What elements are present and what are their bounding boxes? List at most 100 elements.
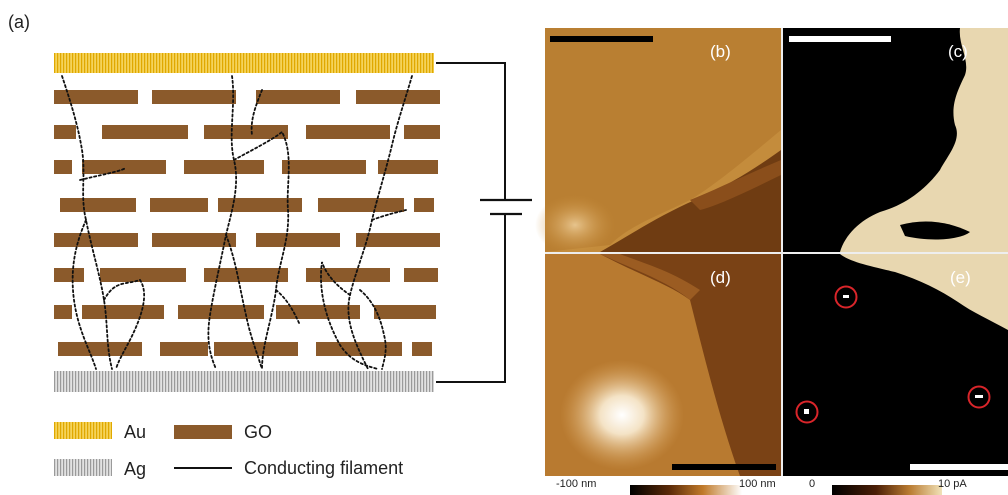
panel-a-label: (a) bbox=[8, 12, 30, 32]
panel-c-dark-pocket bbox=[900, 221, 970, 240]
go-flake bbox=[152, 90, 236, 104]
filament-path bbox=[320, 261, 379, 370]
go-flake bbox=[82, 305, 164, 319]
go-flake bbox=[100, 268, 186, 282]
go-flake bbox=[374, 305, 436, 319]
go-flake bbox=[282, 160, 366, 174]
filament-path bbox=[71, 219, 97, 370]
panel-b-low-region bbox=[600, 150, 781, 252]
go-flake bbox=[184, 160, 264, 174]
panel-b: (b) bbox=[535, 28, 781, 255]
go-flake bbox=[54, 268, 84, 282]
go-flake bbox=[404, 268, 438, 282]
panel-d: (d) bbox=[545, 254, 781, 476]
conductive-spot-circle bbox=[795, 400, 819, 424]
current-colorbar bbox=[832, 485, 942, 495]
panel-d-label: (d) bbox=[710, 268, 731, 287]
go-flake bbox=[256, 233, 340, 247]
conductive-spot bbox=[843, 295, 849, 298]
legend-au-swatch bbox=[54, 422, 112, 439]
height-colorbar-max: 100 nm bbox=[739, 478, 776, 490]
go-flake bbox=[412, 342, 432, 356]
go-flake bbox=[54, 160, 72, 174]
filament-path bbox=[371, 209, 407, 221]
go-flake bbox=[256, 90, 340, 104]
go-flake bbox=[82, 160, 166, 174]
filament-path bbox=[61, 75, 113, 370]
conductive-spot-circle bbox=[967, 385, 991, 409]
go-flake bbox=[378, 160, 438, 174]
conductive-spot bbox=[804, 409, 809, 414]
go-flake bbox=[306, 268, 390, 282]
go-flake bbox=[204, 268, 288, 282]
panel-c-conductive-region bbox=[840, 28, 1008, 252]
go-flake bbox=[218, 198, 302, 212]
panel-e-conductive-region bbox=[840, 254, 1008, 330]
filament-path bbox=[233, 130, 290, 370]
go-flake bbox=[404, 125, 440, 139]
go-flake bbox=[54, 125, 76, 139]
wire-bottom bbox=[436, 214, 506, 383]
panel-c-label: (c) bbox=[948, 42, 968, 61]
legend-ag-swatch bbox=[54, 459, 112, 476]
panel-d-scale-bar bbox=[672, 464, 776, 470]
circuit bbox=[436, 62, 532, 383]
panel-e-scale-bar bbox=[910, 464, 1008, 470]
conductive-spot bbox=[975, 395, 983, 398]
panel-d-low-region bbox=[600, 254, 781, 476]
go-flake bbox=[306, 125, 390, 139]
go-flake bbox=[204, 125, 288, 139]
go-flake bbox=[102, 125, 188, 139]
legend-au-label: Au bbox=[124, 422, 146, 442]
height-colorbar bbox=[630, 485, 742, 495]
legend-filament-label: Conducting filament bbox=[244, 458, 403, 478]
panel-b-step bbox=[690, 160, 781, 210]
legend-go-label: GO bbox=[244, 422, 272, 442]
panel-d-step bbox=[600, 254, 700, 300]
go-flake bbox=[318, 198, 404, 212]
go-flake bbox=[160, 342, 208, 356]
go-flake bbox=[276, 305, 360, 319]
go-flake bbox=[54, 90, 138, 104]
go-flake bbox=[54, 233, 138, 247]
go-flake bbox=[60, 198, 136, 212]
height-colorbar-min: -100 nm bbox=[556, 478, 596, 490]
ag-electrode bbox=[54, 371, 434, 392]
panel-e-label: (e) bbox=[950, 268, 971, 287]
go-flake bbox=[152, 233, 236, 247]
filament-path bbox=[250, 89, 263, 136]
go-flake bbox=[58, 342, 142, 356]
legend-go-swatch bbox=[174, 425, 232, 439]
au-electrode bbox=[54, 53, 434, 73]
panel-b-bright-area bbox=[535, 195, 615, 255]
panel-b-scale-bar bbox=[550, 36, 653, 42]
legend: Au GO Ag Conducting filament bbox=[54, 422, 403, 479]
conducting-filaments bbox=[61, 75, 413, 370]
legend-ag-label: Ag bbox=[124, 459, 146, 479]
current-colorbar-min: 0 bbox=[809, 478, 815, 490]
go-flake bbox=[414, 198, 434, 212]
panel-c: (c) bbox=[783, 28, 1008, 252]
colorbars: -100 nm 100 nm 0 10 pA bbox=[556, 478, 967, 495]
filament-path bbox=[275, 289, 301, 326]
panel-e: (e) bbox=[783, 254, 1008, 476]
panel-b-terrace bbox=[545, 28, 781, 252]
filament-path bbox=[103, 278, 145, 370]
filament-path bbox=[347, 75, 413, 370]
go-flake bbox=[150, 198, 208, 212]
panel-d-bright-area bbox=[560, 360, 684, 470]
filament-path bbox=[359, 289, 387, 370]
go-flake bbox=[54, 305, 72, 319]
go-flake bbox=[356, 233, 440, 247]
go-flake bbox=[178, 305, 264, 319]
go-flake bbox=[356, 90, 440, 104]
panel-c-scale-bar bbox=[789, 36, 891, 42]
filament-path bbox=[79, 167, 127, 181]
filament-path bbox=[225, 234, 263, 370]
filament-path bbox=[207, 75, 238, 370]
current-colorbar-max: 10 pA bbox=[938, 478, 967, 490]
wire-top bbox=[436, 62, 506, 200]
conductive-spot-circle bbox=[834, 285, 858, 309]
panel-b-label: (b) bbox=[710, 42, 731, 61]
